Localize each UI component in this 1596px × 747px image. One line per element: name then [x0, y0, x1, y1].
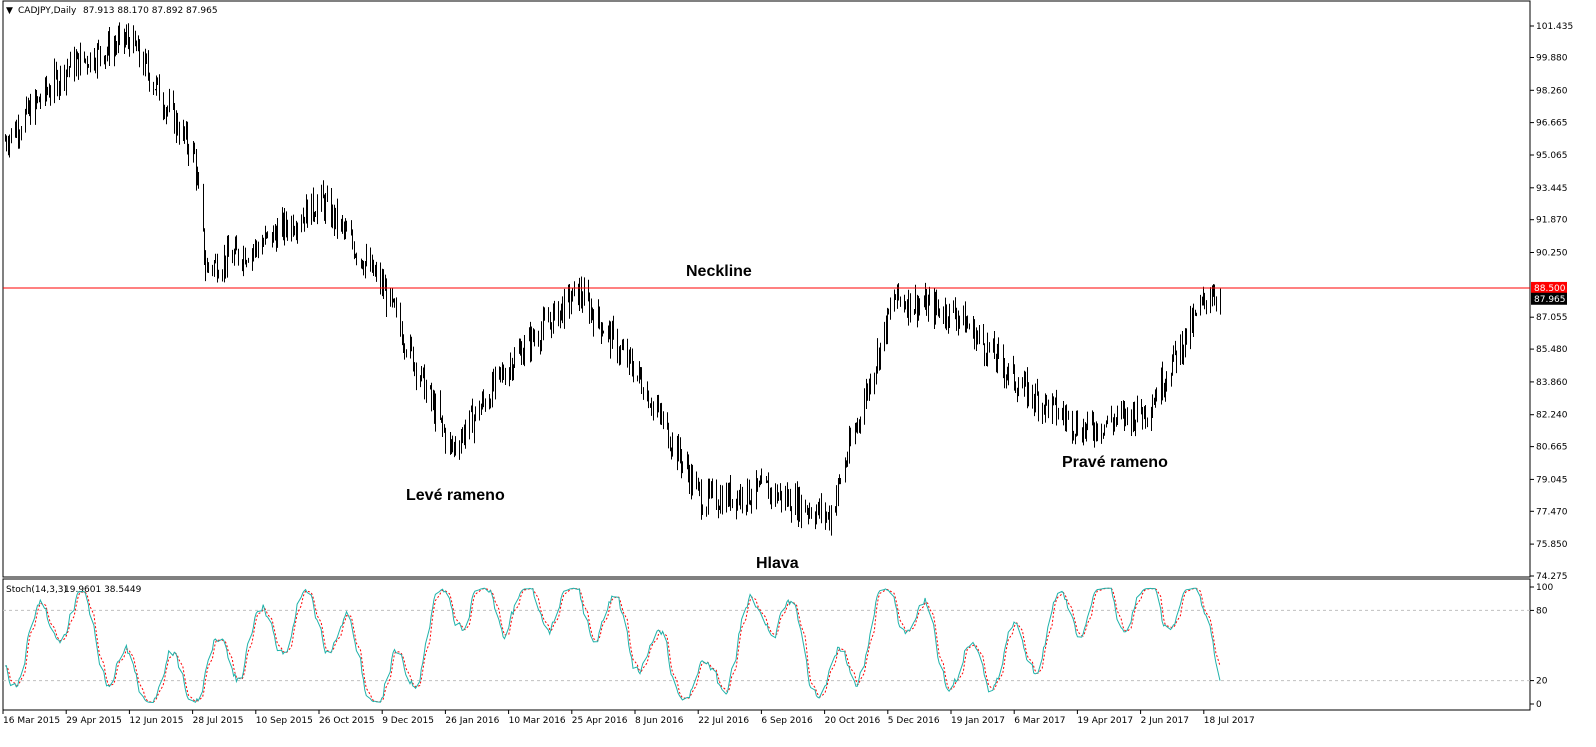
time-tick-label: 16 Mar 2015: [3, 716, 60, 726]
indicator-label: Stoch(14,3,3): [6, 585, 67, 595]
stoch-axis: 100 80 20 0: [1530, 583, 1553, 710]
time-tick-label: 18 Jul 2017: [1204, 716, 1255, 726]
price-axis: 101.435 99.880 98.260 96.665 95.065 93.445 91.…: [1530, 22, 1573, 582]
main-panel-frame: [2, 0, 1531, 578]
time-tick-label: 19 Apr 2017: [1077, 716, 1133, 726]
stoch-tick-label: 80: [1536, 606, 1548, 616]
price-tick-label: 83.860: [1536, 378, 1568, 388]
time-tick-label: 10 Sep 2015: [256, 716, 313, 726]
annotation-neckline: Neckline: [686, 263, 752, 280]
price-tick-label: 93.445: [1536, 184, 1568, 194]
time-tick-label: 25 Apr 2016: [572, 716, 628, 726]
price-tick-label: 85.480: [1536, 345, 1568, 355]
time-tick-label: 8 Jun 2016: [635, 716, 684, 726]
price-tick-label: 80.665: [1536, 443, 1568, 453]
price-tick-label: 90.250: [1536, 249, 1568, 259]
price-tick-label: 75.850: [1536, 540, 1568, 550]
price-tick-label: 87.055: [1536, 313, 1568, 323]
time-tick-label: 6 Sep 2016: [761, 716, 813, 726]
stoch-tick-label: 20: [1536, 677, 1548, 687]
annotation-right-shoulder: Pravé rameno: [1062, 454, 1168, 471]
price-tick-label: 82.240: [1536, 411, 1568, 421]
price-tick-label: 96.665: [1536, 119, 1568, 129]
price-tick-label: 77.470: [1536, 507, 1568, 517]
annotation-head: Hlava: [756, 555, 799, 572]
stoch-tick-label: 0: [1536, 700, 1542, 710]
indicator-panel-frame: [2, 578, 1531, 711]
ohlc-readout: 87.913 88.170 87.892 87.965: [83, 6, 218, 16]
annotation-left-shoulder: Levé rameno: [406, 487, 505, 504]
neckline-price-tag: [1531, 281, 1567, 294]
time-tick-label: 10 Mar 2016: [509, 716, 566, 726]
price-tick-label: 91.870: [1536, 216, 1568, 226]
time-tick-label: 26 Oct 2015: [319, 716, 375, 726]
symbol-label: CADJPY,Daily: [18, 6, 77, 16]
price-bars: [5, 22, 1221, 536]
time-tick-label: 29 Apr 2015: [66, 716, 122, 726]
price-tick-label: 79.045: [1536, 475, 1568, 485]
price-tick-label: 95.065: [1536, 151, 1568, 161]
symbol-dropdown-arrow[interactable]: ▼: [6, 6, 13, 16]
indicator-values: 19.9601 38.5449: [64, 585, 142, 595]
current-price-tag: [1531, 292, 1567, 305]
stoch-signal-line: [4, 587, 1221, 703]
price-tick-label: 74.275: [1536, 572, 1568, 582]
stoch-tick-label: 100: [1536, 583, 1553, 593]
price-tick-label: 101.435: [1536, 22, 1573, 32]
stochastic-layer: [3, 587, 1530, 704]
time-tick-label: 2 Jun 2017: [1141, 716, 1189, 726]
time-tick-label: 28 Jul 2015: [193, 716, 244, 726]
time-tick-label: 6 Mar 2017: [1014, 716, 1065, 726]
price-tick-label: 98.260: [1536, 86, 1568, 96]
time-tick-label: 19 Jan 2017: [951, 716, 1005, 726]
time-tick-label: 5 Dec 2016: [888, 716, 940, 726]
time-tick-label: 12 Jun 2015: [129, 716, 183, 726]
time-tick-label: 22 Jul 2016: [698, 716, 749, 726]
stoch-main-line: [4, 587, 1221, 704]
price-tick-label: 99.880: [1536, 53, 1568, 63]
time-tick-label: 26 Jan 2016: [445, 716, 499, 726]
current-price-tag-label: 87.965: [1534, 295, 1566, 305]
time-axis: 16 Mar 2015 29 Apr 2015 12 Jun 2015 28 Jul …: [2, 710, 1255, 726]
time-tick-label: 9 Dec 2015: [382, 716, 434, 726]
time-tick-label: 20 Oct 2016: [825, 716, 881, 726]
neckline-price-tag-label: 88.500: [1534, 284, 1566, 294]
